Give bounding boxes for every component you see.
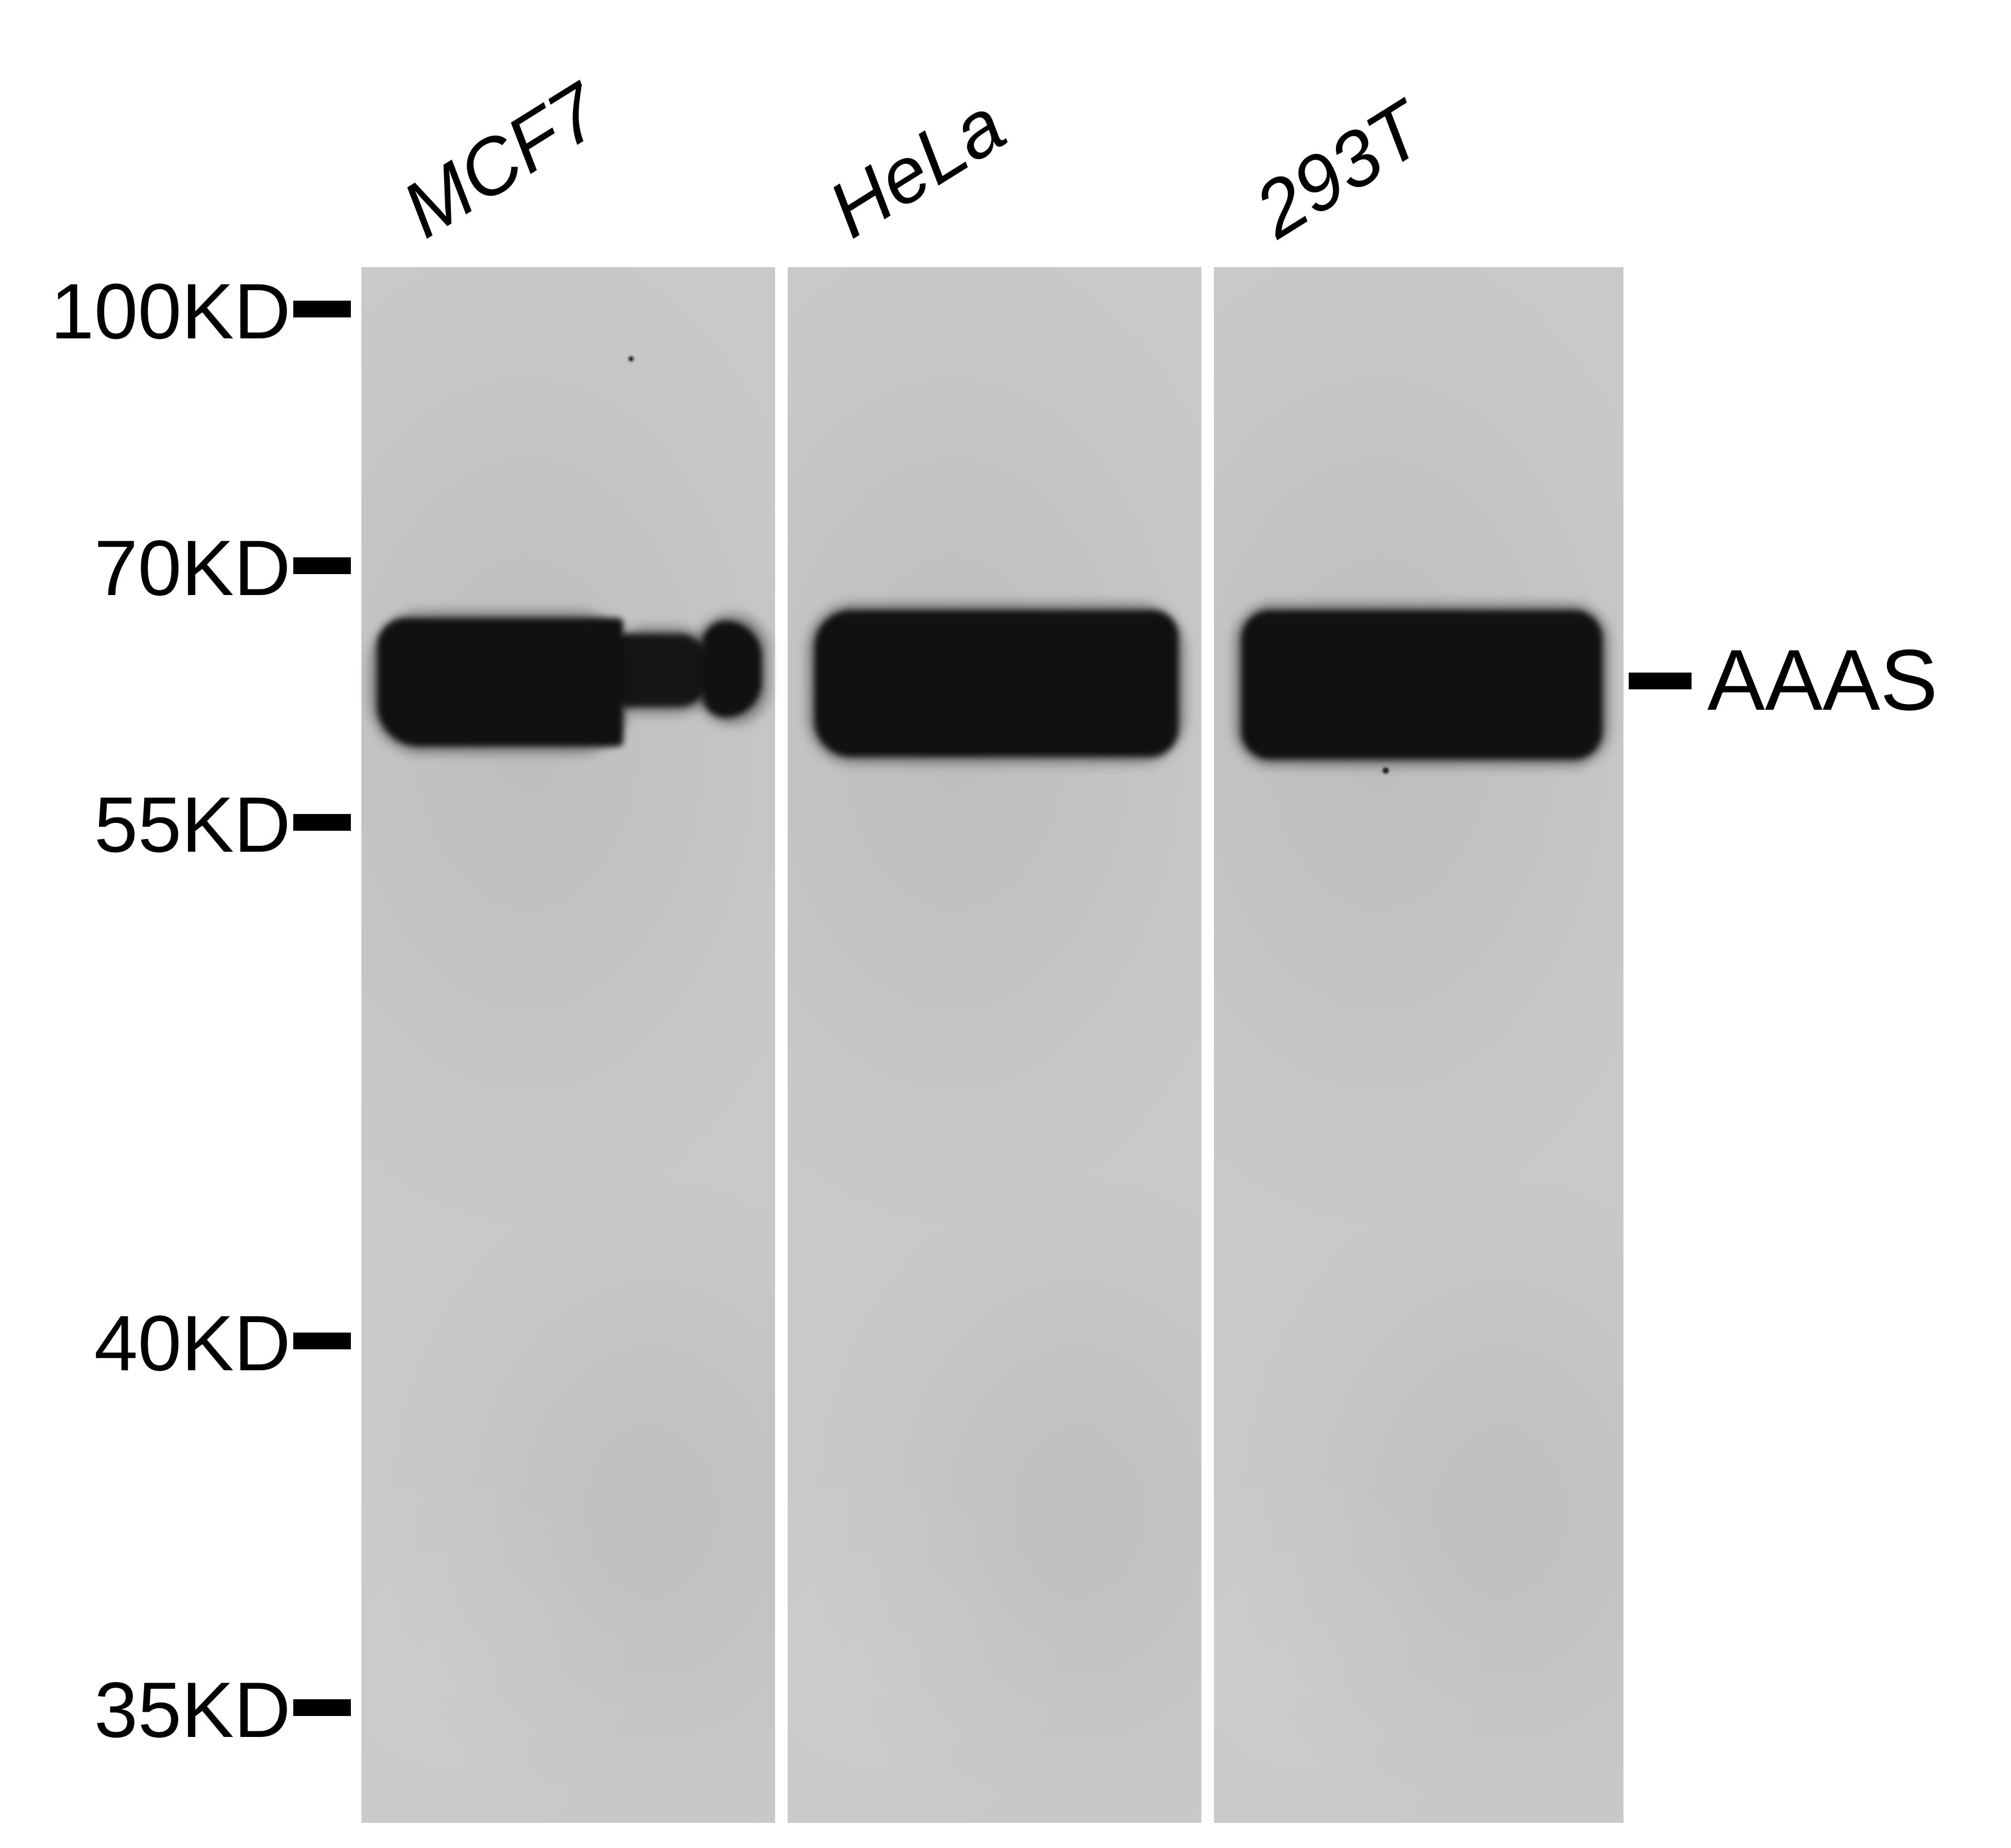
band-halo <box>807 603 1186 764</box>
blot-lane-hela <box>788 267 1201 1823</box>
lane-label-293t: 293T <box>1239 84 1439 256</box>
band-halo <box>370 611 631 754</box>
band-halo <box>694 613 769 725</box>
mw-tick <box>293 557 351 574</box>
speck <box>628 356 634 361</box>
target-tick <box>1629 673 1692 689</box>
lane-divider <box>1201 267 1214 1823</box>
lane-label-mcf7: MCF7 <box>386 65 616 256</box>
blot-lane-mcf7 <box>361 267 775 1823</box>
mw-tick <box>293 1333 351 1349</box>
mw-tick <box>293 301 351 317</box>
mw-tick <box>293 814 351 831</box>
mw-label-40KD: 40KD <box>94 1298 291 1389</box>
mw-label-35KD: 35KD <box>94 1665 291 1755</box>
target-label: AAAS <box>1707 631 1938 730</box>
western-blot-figure: MCF7 HeLa 293T 100KD 70KD 55KD 40KD 35KD AAAS <box>0 0 2011 1848</box>
mw-label-100KD: 100KD <box>50 266 291 357</box>
speck <box>1383 767 1389 774</box>
mw-tick <box>293 1699 351 1716</box>
lane-divider <box>775 267 788 1823</box>
blot-lane-293t <box>1214 267 1623 1823</box>
lane-label-hela: HeLa <box>813 79 1020 256</box>
band-halo <box>1234 603 1610 767</box>
mw-label-70KD: 70KD <box>94 523 291 613</box>
mw-label-55KD: 55KD <box>94 779 291 870</box>
